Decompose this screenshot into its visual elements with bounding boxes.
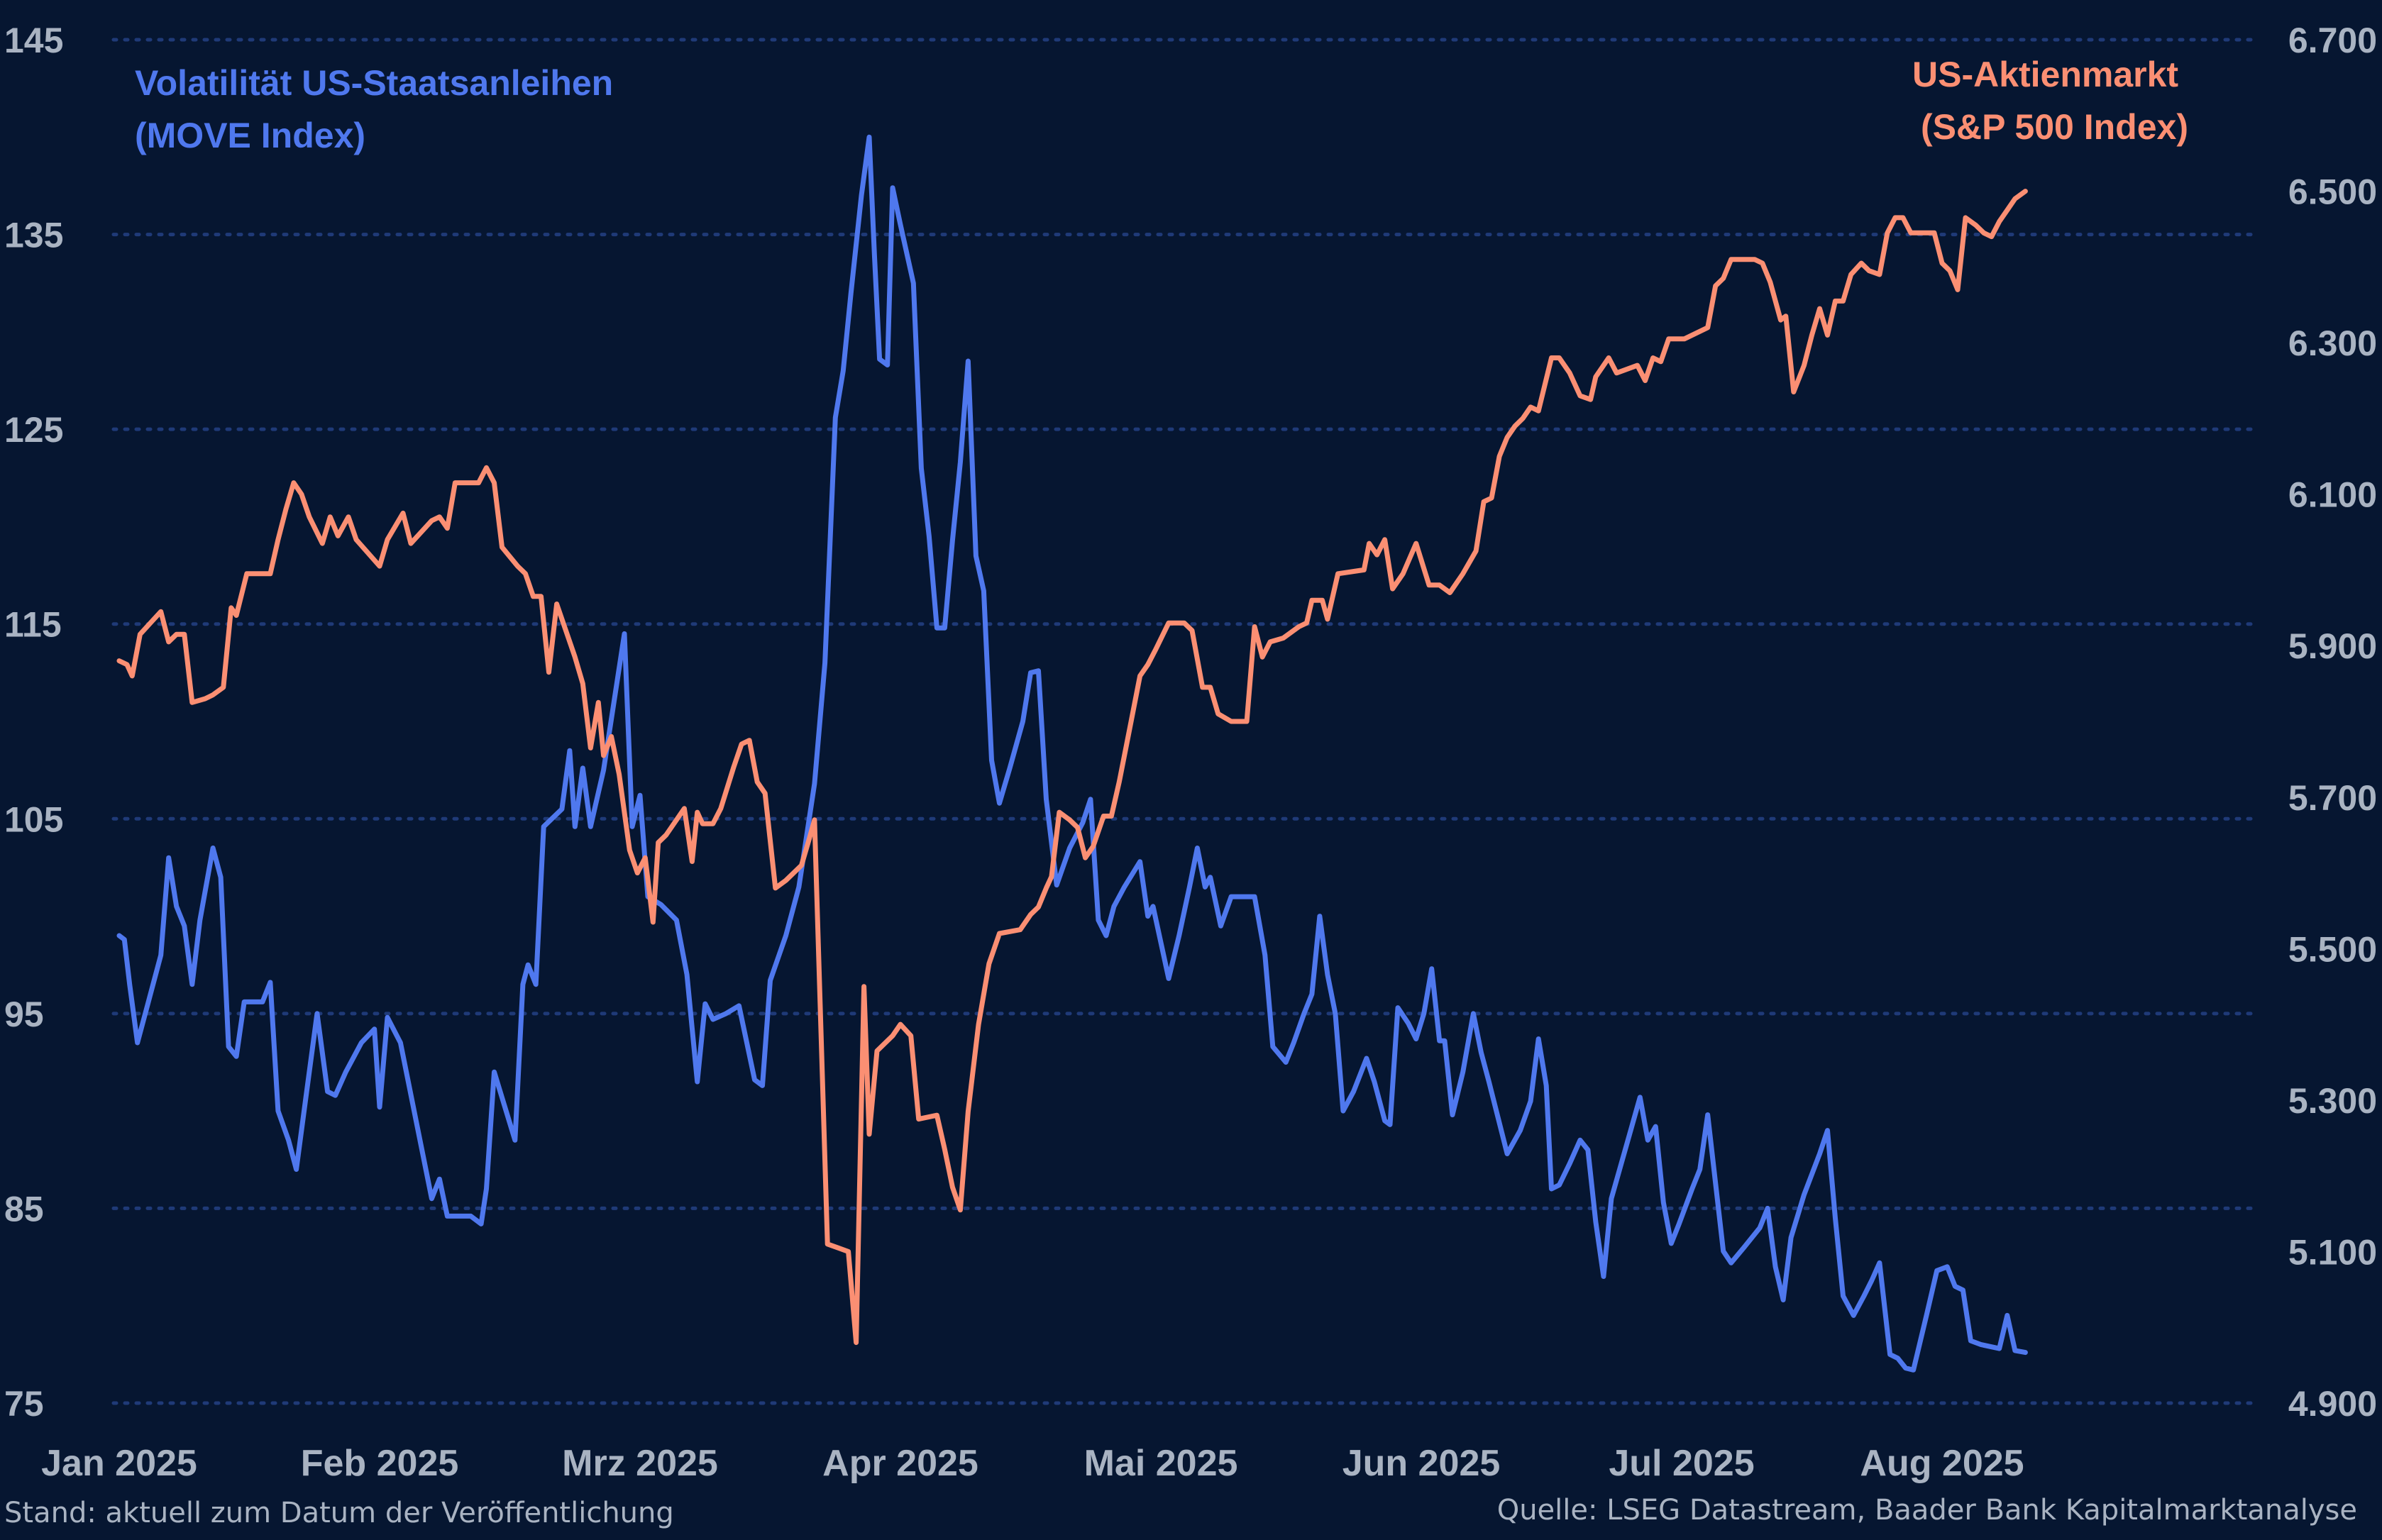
left-tick-label: 145 xyxy=(4,21,63,60)
x-tick-label: Feb 2025 xyxy=(301,1443,459,1484)
left-tick-label: 95 xyxy=(4,995,44,1034)
x-axis-ticks: Jan 2025 Feb 2025 Mrz 2025 Apr 2025 Mai 2025… xyxy=(41,1443,2024,1484)
right-tick-label: 6.300 xyxy=(2288,323,2377,363)
series-label-sp500-line-1: US-Aktienmarkt xyxy=(1912,55,2178,94)
x-tick-label: Jun 2025 xyxy=(1342,1443,1501,1484)
x-tick-label: Apr 2025 xyxy=(822,1443,978,1484)
left-tick-label: 85 xyxy=(4,1189,44,1229)
footer-stand: Stand: aktuell zum Datum der Veröffentli… xyxy=(4,1497,674,1529)
footer-source: Quelle: LSEG Datastream, Baader Bank Kap… xyxy=(1497,1494,2357,1527)
right-tick-label: 6.500 xyxy=(2288,172,2377,212)
left-tick-label: 135 xyxy=(4,216,63,255)
right-axis-ticks: 4.900 5.100 5.300 5.500 5.700 5.900 6.100 6.300… xyxy=(2288,21,2377,1424)
x-tick-label: Mrz 2025 xyxy=(562,1443,718,1484)
right-tick-label: 5.100 xyxy=(2288,1232,2377,1272)
left-tick-label: 105 xyxy=(4,799,63,839)
right-tick-label: 5.500 xyxy=(2288,929,2377,969)
x-tick-label: Jan 2025 xyxy=(41,1443,197,1484)
series-label-move-line-2: (MOVE Index) xyxy=(135,116,365,155)
x-tick-label: Mai 2025 xyxy=(1084,1443,1238,1484)
series-lines xyxy=(116,134,2028,1373)
right-tick-label: 5.700 xyxy=(2288,778,2377,818)
right-tick-label: 5.900 xyxy=(2288,626,2377,666)
left-tick-label: 75 xyxy=(4,1384,44,1424)
gridlines xyxy=(111,38,2259,1405)
right-tick-label: 6.100 xyxy=(2288,475,2377,515)
series-label-move-line-1: Volatilität US-Staatsanleihen xyxy=(135,63,613,103)
right-tick-label: 6.700 xyxy=(2288,21,2377,60)
x-tick-label: Aug 2025 xyxy=(1860,1443,2024,1484)
series-line-move xyxy=(116,134,2028,1373)
left-tick-label: 115 xyxy=(4,605,62,645)
right-tick-label: 5.300 xyxy=(2288,1081,2377,1121)
series-label-sp500-line-2: (S&P 500 Index) xyxy=(1921,107,2188,147)
series-label-sp500: US-Aktienmarkt (S&P 500 Index) xyxy=(1912,55,2188,147)
left-axis-ticks: 75 85 95 105 115 125 135 145 xyxy=(4,21,63,1424)
left-tick-label: 125 xyxy=(4,410,63,450)
series-line-sp500 xyxy=(116,189,2028,1346)
right-tick-label: 4.900 xyxy=(2288,1384,2377,1424)
series-label-move: Volatilität US-Staatsanleihen (MOVE Inde… xyxy=(135,63,623,155)
x-tick-label: Jul 2025 xyxy=(1609,1443,1754,1484)
